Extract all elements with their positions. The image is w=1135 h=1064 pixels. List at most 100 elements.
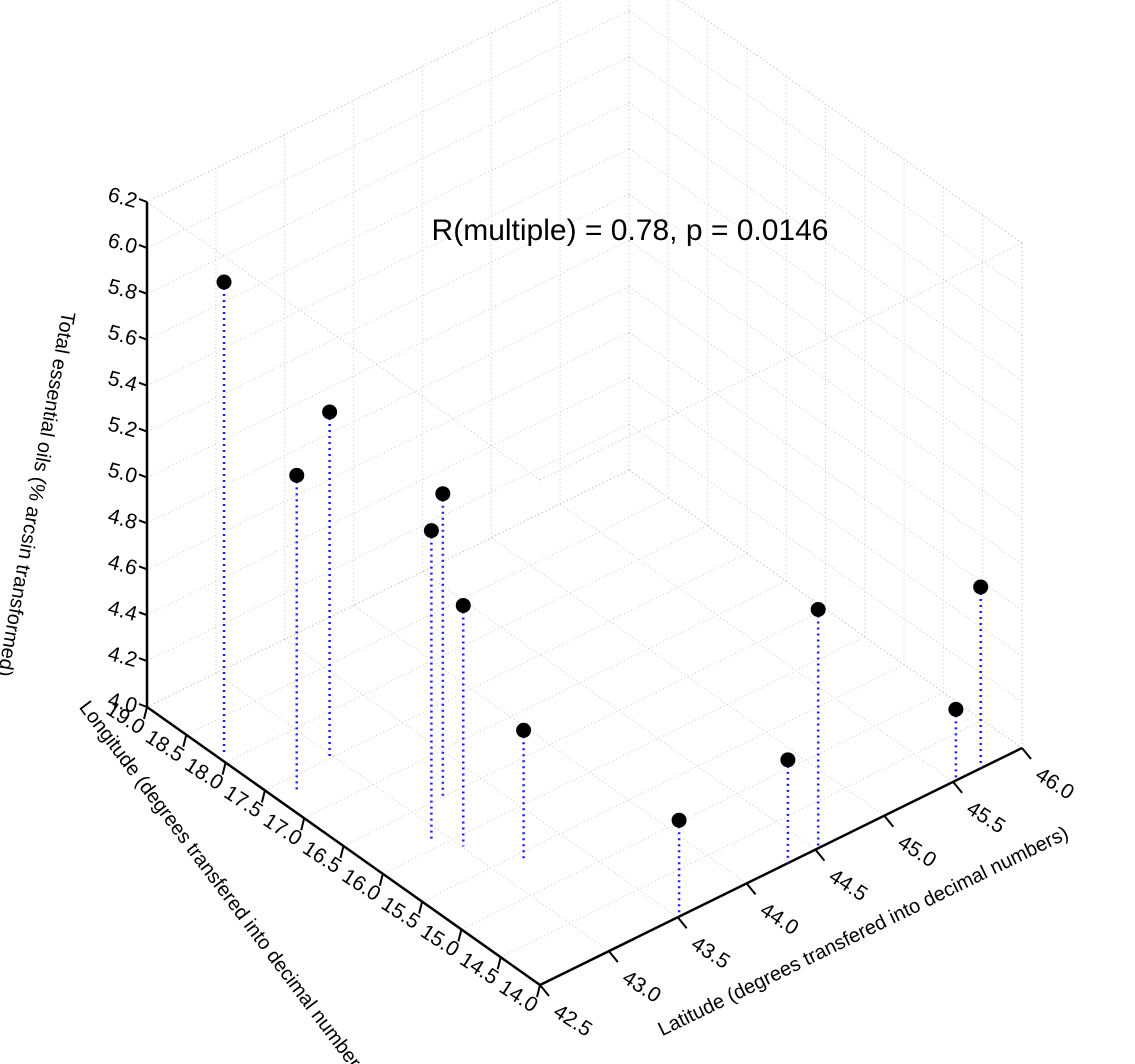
latitude-tick-mark [539, 984, 550, 997]
latitude-tick-label: 44.0 [756, 898, 803, 940]
z-tick-label: 5.4 [105, 367, 139, 397]
data-point [289, 467, 305, 483]
latitude-tick-label: 43.0 [618, 966, 665, 1008]
data-point [423, 523, 439, 539]
z-axis-title: Total essential oils (% arcsin transform… [0, 310, 79, 678]
side-wall-grid-line [628, 331, 1023, 611]
z-tick-mark [138, 198, 148, 203]
data-point [216, 274, 232, 290]
back-wall-grid-line [146, 285, 630, 524]
side-wall-grid-line [628, 102, 1023, 382]
side-wall-grid-line [628, 194, 1023, 473]
latitude-tick-mark [883, 815, 895, 828]
z-tick-mark [138, 657, 148, 663]
z-tick-label: 5.2 [105, 413, 139, 443]
z-tick-label: 5.6 [105, 321, 139, 351]
floor-grid-line [500, 719, 983, 958]
data-point [455, 597, 471, 613]
z-tick-mark [138, 289, 148, 295]
longitude-tick-mark [300, 817, 306, 831]
back-wall-grid-line [146, 56, 630, 295]
z-tick-mark [138, 565, 148, 571]
data-point [322, 404, 338, 420]
latitude-tick-mark [814, 848, 826, 862]
data-point [948, 701, 964, 717]
z-tick-mark [138, 473, 148, 479]
z-tick-mark [138, 427, 148, 433]
annotation-text: R(multiple) = 0.78, p = 0.0146 [432, 214, 829, 247]
box-frame-line [146, 201, 541, 481]
data-point [780, 752, 796, 768]
longitude-axis-title: Longitude (degrees transfered into decim… [75, 697, 376, 1064]
latitude-tick-mark [952, 781, 963, 794]
floor-grid-line [382, 636, 866, 875]
side-wall-grid-line [628, 377, 1023, 657]
back-wall-grid-line [146, 148, 630, 387]
z-tick-mark [138, 611, 148, 617]
floor-grid-line [284, 638, 679, 918]
side-wall-grid-line [628, 10, 1023, 290]
latitude-tick-mark [745, 882, 757, 896]
latitude-tick-label: 43.5 [687, 932, 734, 974]
longitude-tick-mark [182, 734, 188, 748]
latitude-tick-label: 42.5 [549, 1000, 596, 1042]
z-tick-label: 5.0 [105, 459, 139, 489]
labels-layer: 42.543.043.544.044.545.045.546.014.014.5… [0, 183, 1078, 1064]
z-tick-mark [138, 381, 148, 387]
data-point [973, 579, 989, 595]
floor-grid-line [186, 497, 669, 736]
back-wall-grid-line [146, 0, 559, 203]
floor-grid-line [303, 580, 787, 819]
longitude-tick-mark [496, 956, 502, 970]
back-wall-grid-line [146, 423, 630, 662]
data-point [810, 601, 826, 617]
latitude-axis-line [539, 746, 1023, 987]
z-tick-label: 6.0 [105, 229, 139, 259]
data-point [516, 722, 532, 738]
box-frame-line [539, 242, 1023, 481]
latitude-tick-label: 45.5 [962, 797, 1009, 839]
side-wall-grid-line [628, 148, 1023, 428]
z-tick-label: 6.2 [105, 183, 139, 213]
side-wall-grid-line [628, 423, 1023, 703]
drop-lines-layer [222, 288, 982, 917]
z-tick-mark [138, 703, 148, 708]
floor-grid-line [422, 571, 816, 850]
back-wall-grid-line [146, 194, 630, 432]
floor-grid-line [461, 691, 944, 930]
longitude-tick-mark [536, 984, 541, 998]
latitude-tick-label: 46.0 [1031, 763, 1078, 805]
z-tick-label: 4.4 [105, 596, 139, 626]
box-frame-line [146, 469, 630, 708]
back-wall-grid-line [146, 331, 630, 570]
data-point [435, 486, 451, 502]
floor-grid-line [490, 537, 885, 817]
latitude-tick-mark [676, 916, 688, 929]
box-frame-line [146, 0, 559, 203]
longitude-tick-mark [260, 790, 266, 803]
points-layer [216, 274, 989, 828]
back-wall-grid-line [146, 10, 630, 249]
back-wall-grid-line [146, 377, 630, 616]
back-wall-grid-line [146, 102, 630, 341]
longitude-tick-mark [457, 929, 463, 942]
axes-layer [138, 198, 1032, 998]
latitude-tick-label: 44.5 [825, 864, 872, 906]
side-wall-grid-line [628, 285, 1023, 565]
floor-grid-line [421, 664, 905, 903]
side-wall-grid-line [677, 0, 1023, 244]
longitude-tick-mark [378, 873, 384, 887]
longitude-tick-mark [339, 845, 345, 859]
z-tick-label: 5.8 [105, 275, 139, 305]
latitude-tick-label: 45.0 [894, 831, 941, 873]
floor-grid-line [353, 605, 747, 884]
data-point [671, 812, 687, 828]
latitude-axis-title: Latitude (degrees transfered into decima… [655, 822, 1072, 1041]
side-wall-grid-line [628, 56, 1023, 336]
floor-grid-line [343, 608, 826, 847]
longitude-tick-mark [418, 901, 424, 914]
longitude-tick-mark [221, 762, 227, 775]
longitude-tick-mark [143, 706, 148, 720]
box-frame-line [677, 0, 1023, 244]
